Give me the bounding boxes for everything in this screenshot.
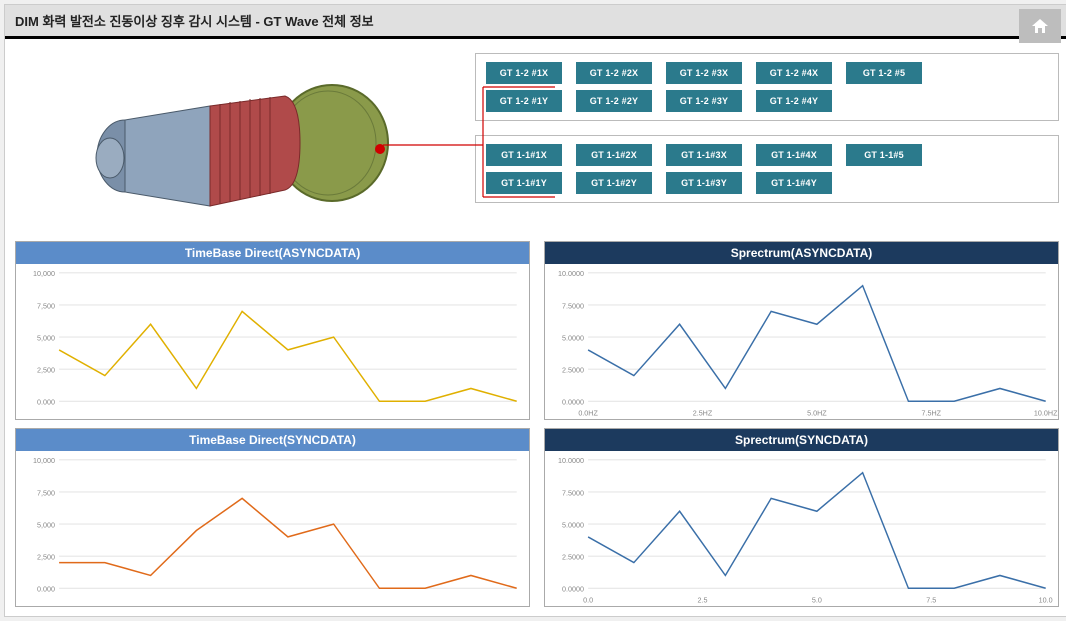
chart-svg: 0.000 2,500 5,000 7,500 10,000: [16, 451, 529, 606]
svg-text:2.5: 2.5: [697, 595, 707, 604]
svg-text:10.0HZ: 10.0HZ: [1034, 408, 1058, 417]
svg-text:10,000: 10,000: [33, 456, 55, 465]
svg-text:7.5: 7.5: [926, 595, 936, 604]
chart-svg: 0.0000 2.5000 5.0000 7.5000 10.0000 0.0HZ 2.5H…: [545, 264, 1058, 419]
charts-left-column: TimeBase Direct(ASYNCDATA) 0.000 2,500 5,0…: [15, 241, 530, 607]
svg-text:5.0000: 5.0000: [562, 520, 584, 529]
sensor-g2-r2-btn-3[interactable]: GT 1-1#4Y: [756, 172, 832, 194]
svg-text:10,000: 10,000: [33, 269, 55, 278]
sensor-g2-r2-btn-0[interactable]: GT 1-1#1Y: [486, 172, 562, 194]
top-row: GT 1-2 #1X GT 1-2 #2X GT 1-2 #3X GT 1-2 #4X…: [5, 39, 1066, 239]
svg-text:0.0: 0.0: [583, 595, 593, 604]
svg-text:2,500: 2,500: [37, 552, 55, 561]
sensor-g1-r2-btn-1[interactable]: GT 1-2 #2Y: [576, 90, 652, 112]
chart-header: Sprectrum(ASYNCDATA): [545, 242, 1058, 264]
chart-svg: 0.000 2,500 5,000 7,500 10,000: [16, 264, 529, 419]
svg-text:7.5000: 7.5000: [562, 301, 584, 310]
sensor-g1-r2-btn-3[interactable]: GT 1-2 #4Y: [756, 90, 832, 112]
charts-row: TimeBase Direct(ASYNCDATA) 0.000 2,500 5,0…: [5, 239, 1066, 613]
svg-text:7,500: 7,500: [37, 488, 55, 497]
svg-text:2.5HZ: 2.5HZ: [693, 408, 713, 417]
sensor-g1-r1-btn-2[interactable]: GT 1-2 #3X: [666, 62, 742, 84]
svg-text:5,000: 5,000: [37, 520, 55, 529]
svg-text:0.0000: 0.0000: [562, 397, 584, 406]
chart-svg: 0.0000 2.5000 5.0000 7.5000 10.0000 0.0 2.5 5.0…: [545, 451, 1058, 606]
sensor-g2-r1-btn-3[interactable]: GT 1-1#4X: [756, 144, 832, 166]
turbine-svg: [70, 61, 400, 221]
sensor-g1-r1-btn-4[interactable]: GT 1-2 #5: [846, 62, 922, 84]
svg-text:10.0000: 10.0000: [558, 269, 584, 278]
app-root: DIM 화력 발전소 진동이상 징후 감시 시스템 - GT Wave 전체 정…: [4, 4, 1066, 617]
sensor-g2-r1-btn-2[interactable]: GT 1-1#3X: [666, 144, 742, 166]
page-title: DIM 화력 발전소 진동이상 징후 감시 시스템 - GT Wave 전체 정…: [15, 11, 374, 30]
sensor-group-2: GT 1-1#1X GT 1-1#2X GT 1-1#3X GT 1-1#4X GT 1…: [475, 135, 1059, 203]
chart-spectrum-sync: Sprectrum(SYNCDATA) 0.0000 2.5000 5.0000 7.…: [544, 428, 1059, 607]
chart-body: 0.000 2,500 5,000 7,500 10,000: [16, 451, 529, 606]
sensor-g2-r1-btn-4[interactable]: GT 1-1#5: [846, 144, 922, 166]
sensor-g2-r1-btn-1[interactable]: GT 1-1#2X: [576, 144, 652, 166]
svg-text:10.0: 10.0: [1039, 595, 1053, 604]
sensor-group-2-row-1: GT 1-1#1X GT 1-1#2X GT 1-1#3X GT 1-1#4X GT 1…: [486, 144, 1048, 166]
svg-text:2.5000: 2.5000: [562, 552, 584, 561]
svg-text:5.0000: 5.0000: [562, 333, 584, 342]
svg-text:0.000: 0.000: [37, 584, 55, 593]
chart-timebase-sync: TimeBase Direct(SYNCDATA) 0.000 2,500 5,00…: [15, 428, 530, 607]
chart-spectrum-async: Sprectrum(ASYNCDATA) 0.0000 2.5000 5.0000 7…: [544, 241, 1059, 420]
svg-text:7.5HZ: 7.5HZ: [922, 408, 942, 417]
sensor-group-1-row-1: GT 1-2 #1X GT 1-2 #2X GT 1-2 #3X GT 1-2 #4X…: [486, 62, 1048, 84]
svg-text:0.000: 0.000: [37, 397, 55, 406]
sensor-group-1: GT 1-2 #1X GT 1-2 #2X GT 1-2 #3X GT 1-2 #4X…: [475, 53, 1059, 121]
chart-body: 0.0000 2.5000 5.0000 7.5000 10.0000 0.0HZ 2.5H…: [545, 264, 1058, 419]
chart-header: TimeBase Direct(SYNCDATA): [16, 429, 529, 451]
svg-text:2.5000: 2.5000: [562, 365, 584, 374]
svg-text:7.5000: 7.5000: [562, 488, 584, 497]
sensor-g1-r2-btn-0[interactable]: GT 1-2 #1Y: [486, 90, 562, 112]
chart-timebase-async: TimeBase Direct(ASYNCDATA) 0.000 2,500 5,0…: [15, 241, 530, 420]
chart-body: 0.0000 2.5000 5.0000 7.5000 10.0000 0.0 2.5 5.0…: [545, 451, 1058, 606]
charts-right-column: Sprectrum(ASYNCDATA) 0.0000 2.5000 5.0000 7…: [544, 241, 1059, 607]
sensor-g1-r2-btn-2[interactable]: GT 1-2 #3Y: [666, 90, 742, 112]
sensor-group-2-row-2: GT 1-1#1Y GT 1-1#2Y GT 1-1#3Y GT 1-1#4Y: [486, 172, 1048, 194]
home-button[interactable]: [1019, 9, 1061, 43]
sensor-g2-r2-btn-2[interactable]: GT 1-1#3Y: [666, 172, 742, 194]
svg-text:0.0000: 0.0000: [562, 584, 584, 593]
svg-text:10.0000: 10.0000: [558, 456, 584, 465]
sensor-g2-r2-btn-1[interactable]: GT 1-1#2Y: [576, 172, 652, 194]
sensor-g1-r1-btn-0[interactable]: GT 1-2 #1X: [486, 62, 562, 84]
sensor-g1-r1-btn-3[interactable]: GT 1-2 #4X: [756, 62, 832, 84]
chart-header: Sprectrum(SYNCDATA): [545, 429, 1058, 451]
svg-text:5.0: 5.0: [812, 595, 822, 604]
sensor-button-groups: GT 1-2 #1X GT 1-2 #2X GT 1-2 #3X GT 1-2 #4X…: [475, 47, 1059, 235]
chart-header: TimeBase Direct(ASYNCDATA): [16, 242, 529, 264]
svg-text:7,500: 7,500: [37, 301, 55, 310]
content-area: GT 1-2 #1X GT 1-2 #2X GT 1-2 #3X GT 1-2 #4X…: [5, 39, 1066, 613]
sensor-group-1-row-2: GT 1-2 #1Y GT 1-2 #2Y GT 1-2 #3Y GT 1-2 #4Y: [486, 90, 1048, 112]
turbine-diagram: [15, 47, 455, 235]
chart-body: 0.000 2,500 5,000 7,500 10,000: [16, 264, 529, 419]
app-header: DIM 화력 발전소 진동이상 징후 감시 시스템 - GT Wave 전체 정…: [5, 5, 1066, 39]
svg-text:0.0HZ: 0.0HZ: [578, 408, 598, 417]
svg-text:2,500: 2,500: [37, 365, 55, 374]
sensor-g2-r1-btn-0[interactable]: GT 1-1#1X: [486, 144, 562, 166]
svg-text:5,000: 5,000: [37, 333, 55, 342]
home-icon: [1030, 17, 1050, 35]
sensor-g1-r1-btn-1[interactable]: GT 1-2 #2X: [576, 62, 652, 84]
svg-text:5.0HZ: 5.0HZ: [807, 408, 827, 417]
